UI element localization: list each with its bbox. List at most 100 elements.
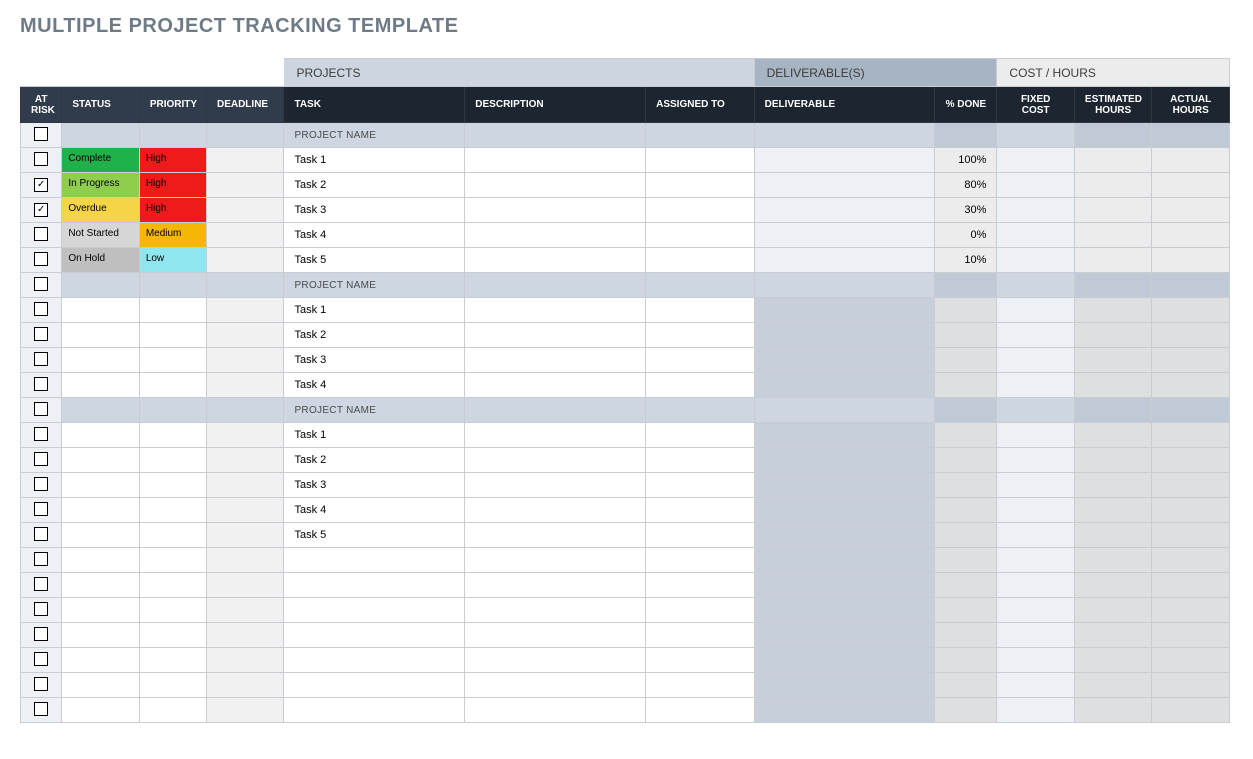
- checkbox-icon[interactable]: [34, 377, 48, 391]
- checkbox-icon[interactable]: [34, 552, 48, 566]
- cell-pct-done[interactable]: [935, 698, 997, 723]
- cell-deliverable[interactable]: [754, 223, 935, 248]
- cell-act-hours[interactable]: [1152, 398, 1230, 423]
- cell-assigned-to[interactable]: [646, 173, 754, 198]
- cell-pct-done[interactable]: 0%: [935, 223, 997, 248]
- cell-deadline[interactable]: [206, 648, 283, 673]
- cell-fixed-cost[interactable]: [997, 323, 1074, 348]
- cell-est-hours[interactable]: [1074, 298, 1151, 323]
- cell-act-hours[interactable]: [1152, 698, 1230, 723]
- cell-est-hours[interactable]: [1074, 123, 1151, 148]
- cell-pct-done[interactable]: [935, 498, 997, 523]
- cell-status[interactable]: [62, 298, 139, 323]
- cell-deliverable[interactable]: [754, 598, 935, 623]
- cell-status[interactable]: Complete: [62, 148, 139, 173]
- cell-at-risk[interactable]: ✓: [21, 198, 62, 223]
- cell-assigned-to[interactable]: [646, 298, 754, 323]
- cell-fixed-cost[interactable]: [997, 498, 1074, 523]
- cell-status[interactable]: [62, 523, 139, 548]
- cell-deadline[interactable]: [206, 223, 283, 248]
- cell-est-hours[interactable]: [1074, 373, 1151, 398]
- cell-status[interactable]: [62, 423, 139, 448]
- cell-assigned-to[interactable]: [646, 623, 754, 648]
- checkbox-icon[interactable]: [34, 352, 48, 366]
- cell-task[interactable]: Task 2: [284, 173, 465, 198]
- cell-task[interactable]: Task 3: [284, 198, 465, 223]
- cell-pct-done[interactable]: [935, 598, 997, 623]
- cell-at-risk[interactable]: [21, 523, 62, 548]
- cell-task[interactable]: Task 1: [284, 148, 465, 173]
- cell-at-risk[interactable]: [21, 573, 62, 598]
- cell-at-risk[interactable]: [21, 698, 62, 723]
- cell-pct-done[interactable]: 100%: [935, 148, 997, 173]
- cell-deadline[interactable]: [206, 123, 283, 148]
- cell-description[interactable]: [465, 598, 646, 623]
- cell-pct-done[interactable]: 30%: [935, 198, 997, 223]
- cell-fixed-cost[interactable]: [997, 348, 1074, 373]
- cell-act-hours[interactable]: [1152, 523, 1230, 548]
- cell-deliverable[interactable]: [754, 498, 935, 523]
- cell-task[interactable]: Task 4: [284, 498, 465, 523]
- cell-pct-done[interactable]: [935, 323, 997, 348]
- cell-deadline[interactable]: [206, 448, 283, 473]
- cell-pct-done[interactable]: [935, 398, 997, 423]
- cell-deadline[interactable]: [206, 373, 283, 398]
- cell-status[interactable]: [62, 623, 139, 648]
- checkbox-icon[interactable]: [34, 302, 48, 316]
- cell-pct-done[interactable]: [935, 648, 997, 673]
- cell-est-hours[interactable]: [1074, 523, 1151, 548]
- cell-pct-done[interactable]: [935, 473, 997, 498]
- cell-act-hours[interactable]: [1152, 348, 1230, 373]
- cell-est-hours[interactable]: [1074, 573, 1151, 598]
- cell-description[interactable]: [465, 573, 646, 598]
- cell-description[interactable]: [465, 498, 646, 523]
- cell-fixed-cost[interactable]: [997, 198, 1074, 223]
- cell-est-hours[interactable]: [1074, 448, 1151, 473]
- cell-est-hours[interactable]: [1074, 348, 1151, 373]
- cell-description[interactable]: [465, 323, 646, 348]
- cell-deliverable[interactable]: [754, 423, 935, 448]
- cell-fixed-cost[interactable]: [997, 173, 1074, 198]
- cell-pct-done[interactable]: 80%: [935, 173, 997, 198]
- cell-assigned-to[interactable]: [646, 673, 754, 698]
- cell-deadline[interactable]: [206, 148, 283, 173]
- cell-task[interactable]: Task 4: [284, 373, 465, 398]
- cell-description[interactable]: [465, 373, 646, 398]
- cell-assigned-to[interactable]: [646, 548, 754, 573]
- cell-est-hours[interactable]: [1074, 198, 1151, 223]
- cell-status[interactable]: [62, 373, 139, 398]
- cell-priority[interactable]: High: [139, 173, 206, 198]
- cell-description[interactable]: [465, 623, 646, 648]
- cell-priority[interactable]: [139, 598, 206, 623]
- cell-act-hours[interactable]: [1152, 598, 1230, 623]
- cell-at-risk[interactable]: [21, 623, 62, 648]
- cell-pct-done[interactable]: [935, 623, 997, 648]
- checkbox-icon[interactable]: [34, 227, 48, 241]
- cell-description[interactable]: [465, 698, 646, 723]
- cell-assigned-to[interactable]: [646, 473, 754, 498]
- cell-priority[interactable]: [139, 123, 206, 148]
- cell-at-risk[interactable]: [21, 548, 62, 573]
- cell-deliverable[interactable]: [754, 123, 935, 148]
- cell-deadline[interactable]: [206, 498, 283, 523]
- cell-description[interactable]: [465, 173, 646, 198]
- cell-description[interactable]: [465, 673, 646, 698]
- cell-status[interactable]: [62, 323, 139, 348]
- cell-assigned-to[interactable]: [646, 148, 754, 173]
- cell-act-hours[interactable]: [1152, 473, 1230, 498]
- checkbox-icon[interactable]: [34, 702, 48, 716]
- cell-description[interactable]: [465, 523, 646, 548]
- cell-est-hours[interactable]: [1074, 248, 1151, 273]
- checkbox-icon[interactable]: [34, 152, 48, 166]
- cell-assigned-to[interactable]: [646, 698, 754, 723]
- cell-deliverable[interactable]: [754, 298, 935, 323]
- cell-deadline[interactable]: [206, 273, 283, 298]
- cell-status[interactable]: [62, 498, 139, 523]
- cell-description[interactable]: [465, 298, 646, 323]
- cell-task[interactable]: Task 3: [284, 473, 465, 498]
- cell-act-hours[interactable]: [1152, 548, 1230, 573]
- cell-deliverable[interactable]: [754, 573, 935, 598]
- cell-assigned-to[interactable]: [646, 498, 754, 523]
- cell-est-hours[interactable]: [1074, 473, 1151, 498]
- cell-description[interactable]: [465, 273, 646, 298]
